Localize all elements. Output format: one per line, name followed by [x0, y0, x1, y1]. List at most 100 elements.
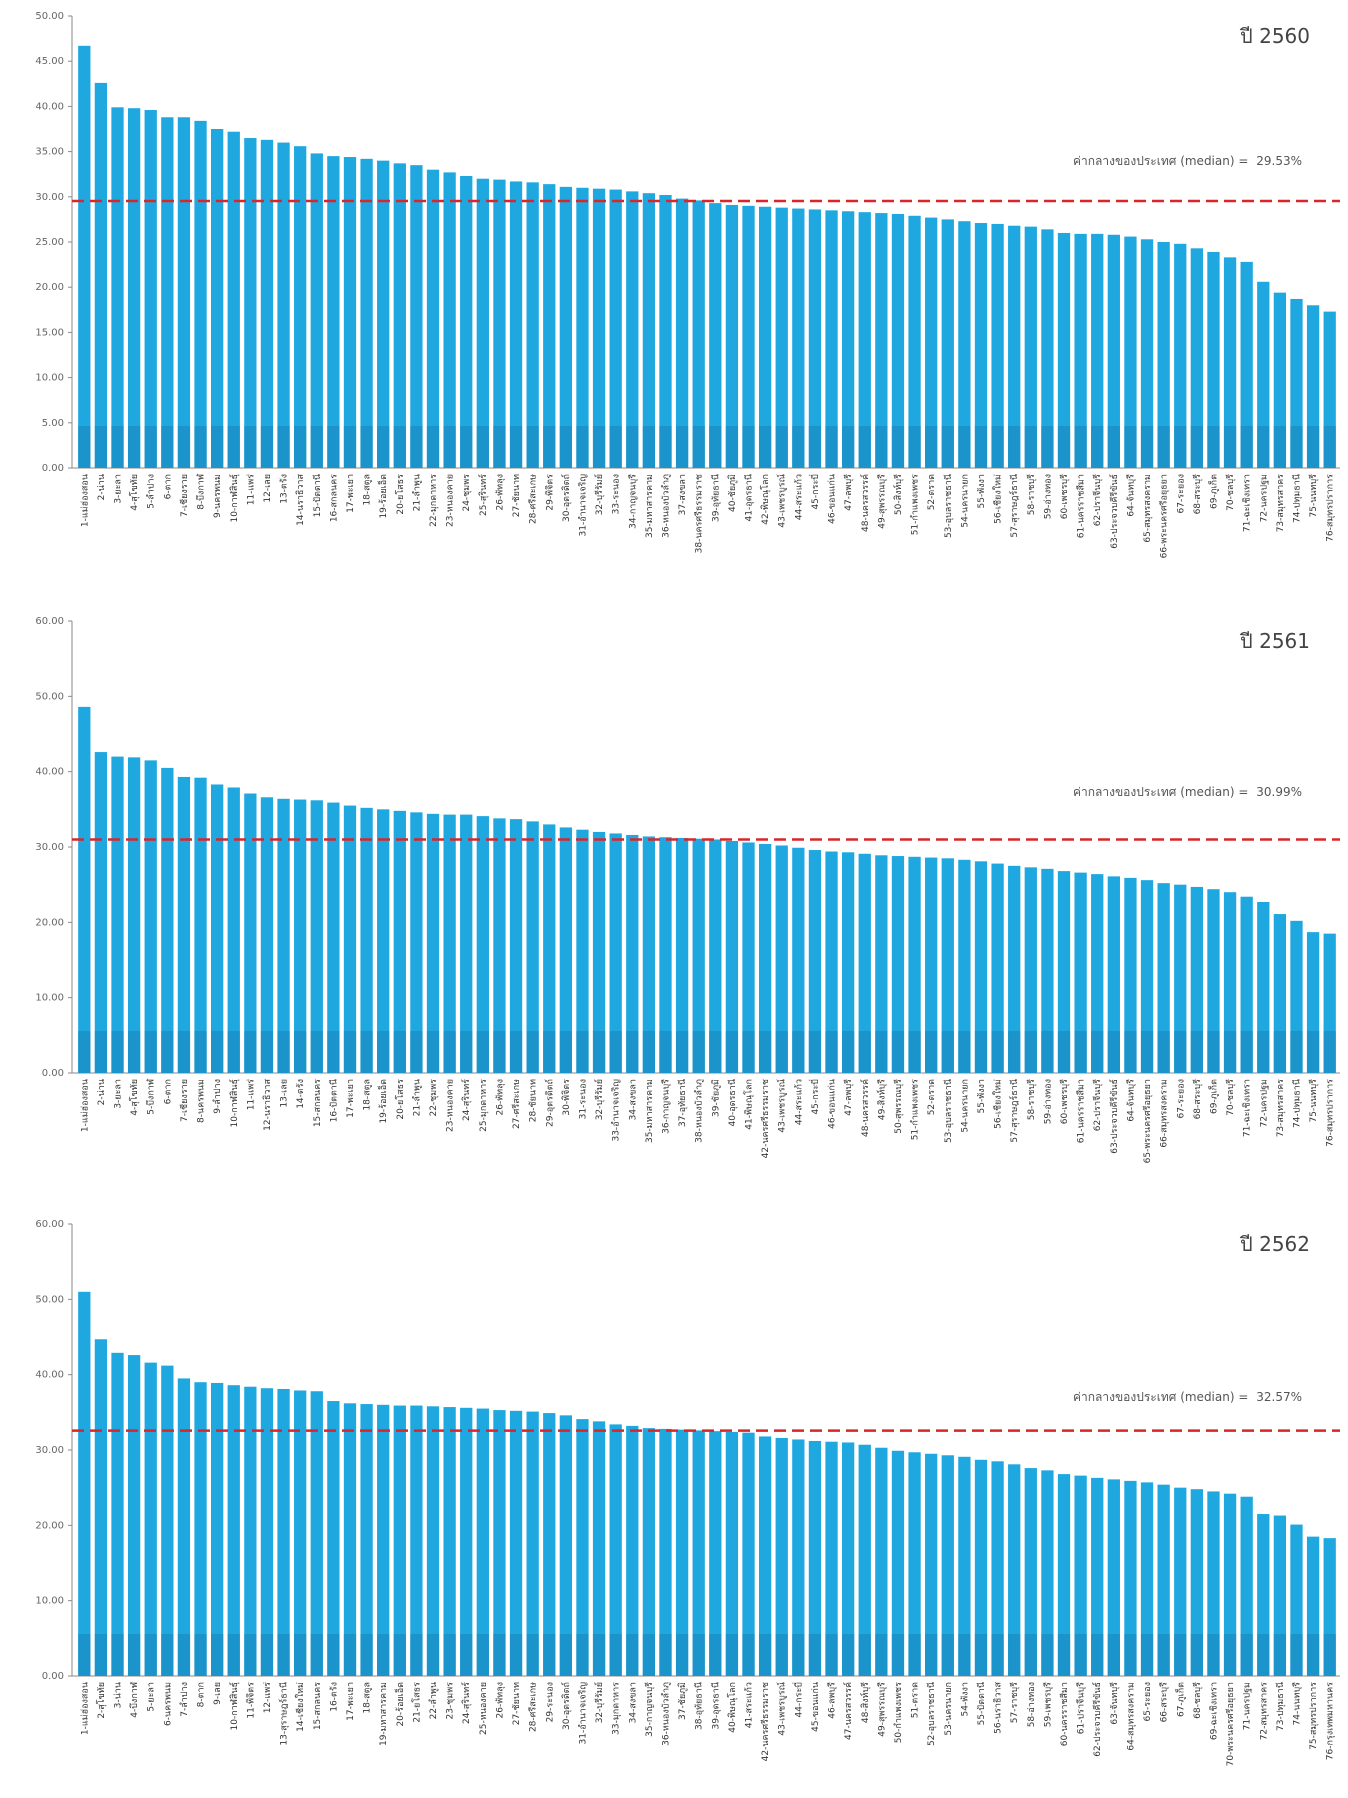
bar-base [1306, 1031, 1320, 1073]
category-label: 62-ปราจีนบุรี [1092, 1079, 1103, 1131]
category-label: 5-ลำปาง [146, 474, 157, 509]
bar [460, 176, 473, 468]
category-label: 18-สตูล [363, 474, 373, 506]
bar [1074, 233, 1087, 468]
bar-base [1140, 426, 1154, 468]
bar-base [1323, 1031, 1336, 1073]
category-label: 14-ตรัง [296, 1079, 306, 1109]
bar [1024, 867, 1037, 1073]
bar-base [626, 426, 639, 468]
category-label: 17-พะเยา [346, 1682, 356, 1721]
category-label: 31-ระนอง [578, 1079, 588, 1119]
category-label: 42-พิษณุโลก [760, 474, 771, 525]
bar-base [310, 1031, 323, 1073]
category-label: 50-สิงห์บุรี [892, 474, 904, 515]
bar-base [659, 1634, 672, 1676]
bar [194, 120, 207, 468]
bar [1041, 229, 1054, 468]
category-label: 21-ลำพูน [411, 1079, 422, 1116]
bar-base [460, 426, 473, 468]
bar [360, 807, 373, 1073]
category-label: 44-กระบี่ [791, 1682, 804, 1718]
bar-base [842, 426, 855, 468]
bar [792, 1439, 805, 1676]
category-label: 55-พังงา [977, 1079, 987, 1113]
bar [443, 1407, 456, 1676]
bar [908, 1452, 921, 1676]
bar [725, 204, 739, 468]
bar [526, 821, 539, 1073]
bar-base [1124, 1634, 1137, 1676]
category-label: 38-หนองบัวลำภู [694, 1079, 705, 1143]
bar [991, 1461, 1004, 1676]
bar-base [1157, 1634, 1170, 1676]
bar [1024, 226, 1037, 468]
bar-base [709, 426, 722, 468]
bar-base [294, 426, 307, 468]
bar-base [327, 1031, 340, 1073]
category-label: 5-บึงกาฬ [146, 1078, 157, 1115]
bar-base [360, 1634, 373, 1676]
bar-base [592, 1634, 606, 1676]
bar-base [509, 1634, 523, 1676]
bar [377, 160, 390, 468]
bar [559, 186, 572, 468]
bar [294, 799, 307, 1073]
bar-base [642, 1634, 656, 1676]
category-label: 65-ระยอง [1143, 1682, 1153, 1721]
bar [1174, 1487, 1187, 1676]
bar-base [476, 1634, 489, 1676]
category-label: 29-พิจิตร [544, 474, 555, 511]
bar-base [509, 426, 523, 468]
bar-base [443, 1634, 456, 1676]
bar-base [1240, 1031, 1253, 1073]
bar [642, 1428, 656, 1676]
bar-base [1323, 1634, 1336, 1676]
category-label: 54-นครนายก [960, 1079, 970, 1133]
category-label: 49-สิงห์บุรี [875, 1079, 887, 1120]
bar [1091, 1477, 1104, 1676]
category-label: 31-อำนาจเจริญ [577, 1682, 588, 1745]
category-label: 63-จันทบุรี [1109, 1682, 1120, 1725]
bar [1041, 868, 1054, 1073]
bar-base [1140, 1634, 1154, 1676]
category-label: 25-มุกดาหาร [479, 1079, 489, 1132]
bar-base [1306, 1634, 1320, 1676]
category-label: 48-นครสวรรค์ [859, 1079, 871, 1137]
category-label: 16-สกลนคร [329, 474, 339, 522]
category-label: 28-ศรีสะเกษ [528, 1682, 539, 1732]
bar-base [127, 426, 141, 468]
category-label: 22-ลำพูน [428, 1682, 439, 1719]
bar [842, 852, 855, 1073]
bar-base [1091, 426, 1104, 468]
bar-base [808, 1031, 822, 1073]
bar-base [1207, 426, 1220, 468]
bar [161, 117, 174, 469]
category-label: 72-นครปฐม [1259, 474, 1269, 522]
category-label: 20-ร้อยเอ็ด [393, 1682, 406, 1727]
bar-base [1124, 426, 1137, 468]
bar [1124, 877, 1137, 1073]
bar-base [1257, 1634, 1270, 1676]
category-label: 68-ชลบุรี [1192, 1682, 1203, 1719]
bar [941, 219, 954, 468]
bar-base [111, 426, 124, 468]
bar [277, 1388, 290, 1676]
category-label: 62-ประจวบคีรีขันธ์ [1091, 1682, 1103, 1757]
bar-base [908, 1031, 921, 1073]
category-label: 39-อุทัยธานี [710, 474, 721, 522]
category-label: 6-นครพนม [163, 1682, 173, 1726]
bar [908, 856, 921, 1073]
category-label: 37-สงขลา [678, 474, 688, 515]
bar [244, 138, 257, 469]
bar-base [974, 426, 988, 468]
bar-base [78, 426, 91, 468]
bar [78, 1291, 91, 1676]
bar [758, 206, 772, 468]
category-label: 25-หนองคาย [479, 1682, 489, 1735]
bar-base [410, 1634, 423, 1676]
bar [543, 184, 556, 469]
bar-base [294, 1031, 307, 1073]
bar [410, 1405, 423, 1676]
bar [493, 179, 506, 468]
